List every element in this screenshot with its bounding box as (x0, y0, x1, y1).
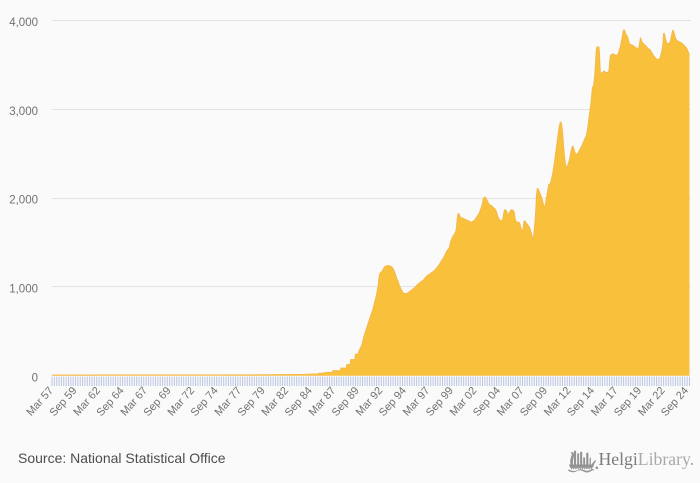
svg-text:0: 0 (32, 372, 38, 384)
svg-text:HelgiLibrary.: HelgiLibrary. (599, 449, 695, 469)
svg-text:1,000: 1,000 (9, 284, 38, 296)
svg-text:Source: National Statistical O: Source: National Statistical Office (18, 450, 226, 466)
svg-text:4,000: 4,000 (9, 17, 38, 29)
svg-text:2,000: 2,000 (9, 195, 38, 207)
svg-text:3,000: 3,000 (9, 106, 38, 118)
